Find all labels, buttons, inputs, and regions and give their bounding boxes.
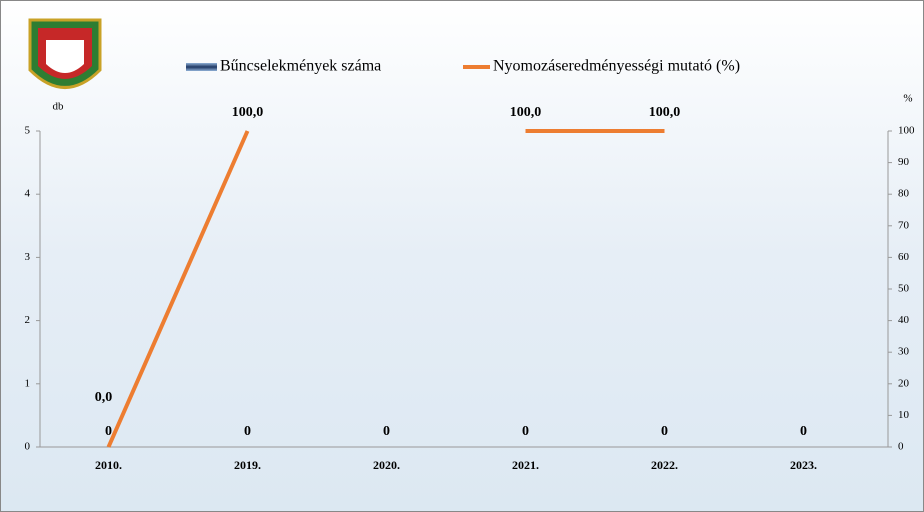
y2-tick-label: 10 (898, 409, 910, 421)
y-tick-label: 4 (25, 188, 31, 200)
line-value-label: 100,0 (510, 105, 542, 120)
line-value-label: 100,0 (649, 105, 681, 120)
bar-value-label: 0 (383, 424, 390, 439)
y2-tick-label: 20 (898, 377, 910, 389)
y2-tick-label: 40 (898, 314, 910, 326)
x-tick-label: 2022. (651, 458, 678, 472)
x-tick-label: 2021. (512, 458, 539, 472)
bar-value-label: 0 (244, 424, 251, 439)
y2-axis-label: % (903, 93, 912, 105)
y2-tick-label: 70 (898, 219, 910, 231)
y-axis-label: db (53, 101, 65, 113)
bar-value-label: 0 (661, 424, 668, 439)
x-tick-label: 2023. (790, 458, 817, 472)
y-tick-label: 0 (25, 441, 31, 453)
logo (28, 18, 102, 89)
y-tick-label: 3 (25, 251, 31, 263)
y2-tick-label: 80 (898, 188, 910, 200)
legend-label: Nyomozáseredményességi mutató (%) (493, 58, 740, 75)
bar-value-label: 0 (522, 424, 529, 439)
x-tick-label: 2010. (95, 458, 122, 472)
line-value-label: 0,0 (95, 390, 113, 405)
x-tick-label: 2019. (234, 458, 261, 472)
legend-label: Bűncselekmények száma (220, 58, 381, 75)
legend-swatch (186, 63, 217, 71)
y2-tick-label: 60 (898, 251, 910, 263)
y2-tick-label: 50 (898, 283, 910, 295)
x-tick-label: 2020. (373, 458, 400, 472)
y2-tick-label: 100 (898, 125, 915, 137)
line-value-label: 100,0 (232, 105, 264, 120)
y-tick-label: 2 (25, 314, 31, 326)
y2-tick-label: 90 (898, 156, 910, 168)
y2-tick-label: 0 (898, 441, 904, 453)
bar-value-label: 0 (800, 424, 807, 439)
bar-value-label: 0 (105, 424, 112, 439)
line (106, 129, 665, 448)
y2-tick-label: 30 (898, 346, 910, 358)
y-tick-label: 5 (25, 125, 31, 137)
y-tick-label: 1 (25, 377, 31, 389)
